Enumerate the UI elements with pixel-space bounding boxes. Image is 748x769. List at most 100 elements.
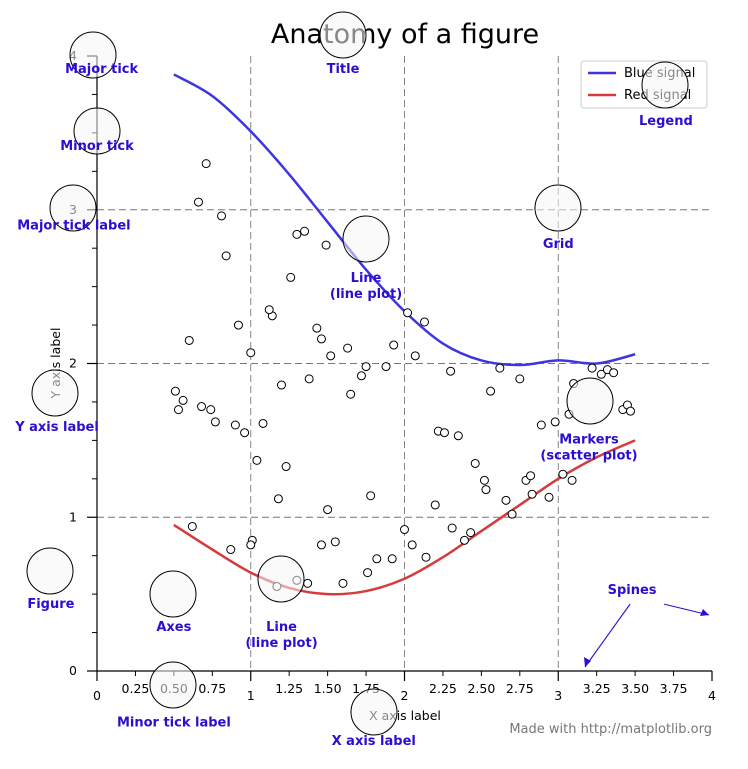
x-major-tick-label: 0 (93, 688, 101, 703)
x-minor-tick-label: 3.25 (583, 681, 611, 696)
scatter-point (421, 552, 431, 562)
annotation-circle (566, 377, 614, 425)
x-minor-tick-label: 2.75 (506, 681, 534, 696)
scatter-point (567, 475, 577, 485)
scatter-point (550, 417, 560, 427)
annotation-circle (534, 184, 582, 232)
annotation-circle (319, 11, 367, 59)
scatter-point (304, 374, 314, 384)
scatter-point (403, 308, 413, 318)
scatter-point (459, 535, 469, 545)
scatter-markers (170, 159, 636, 591)
scatter-point (346, 389, 356, 399)
scatter-point (246, 348, 256, 358)
annotation-label: Line (351, 271, 382, 286)
scatter-point (258, 418, 268, 428)
x-minor-tick-label: 0.25 (122, 681, 150, 696)
scatter-point (526, 471, 536, 481)
x-minor-tick-label: 2.50 (467, 681, 495, 696)
scatter-point (312, 323, 322, 333)
scatter-point (453, 431, 463, 441)
annotation-label: (scatter plot) (540, 448, 637, 463)
scatter-point (366, 491, 376, 501)
annotation-label: Major tick (65, 62, 138, 77)
annotation-label: Legend (639, 114, 693, 129)
annotation-label: Line (266, 620, 297, 635)
scatter-point (316, 334, 326, 344)
scatter-point (226, 545, 236, 555)
scatter-point (558, 469, 568, 479)
y-major-tick-label: 0 (69, 663, 77, 678)
scatter-point (300, 226, 310, 236)
annotation-circle (257, 555, 305, 603)
annotation-label: Minor tick (60, 139, 134, 154)
annotation-circle (31, 369, 79, 417)
scatter-point (419, 317, 429, 327)
scatter-point (343, 343, 353, 353)
scatter-point (240, 428, 250, 438)
scatter-point (479, 475, 489, 485)
annotation-label: Y axis label (14, 420, 99, 435)
scatter-point (233, 320, 243, 330)
scatter-point (286, 272, 296, 282)
scatter-point (439, 428, 449, 438)
scatter-point (292, 229, 302, 239)
y-major-tick-label: 2 (69, 356, 77, 371)
scatter-point (536, 420, 546, 430)
annotation-label: (line plot) (245, 636, 317, 651)
scatter-point (170, 386, 180, 396)
red-signal-line (173, 439, 636, 596)
annotation-label: Major tick label (17, 219, 130, 234)
scatter-point (187, 521, 197, 531)
annotation-label: Axes (156, 620, 191, 635)
scatter-point (626, 406, 636, 416)
spines-arrow-bottom (584, 603, 631, 668)
x-minor-tick-label: 1.50 (314, 681, 342, 696)
annotation-circle (26, 547, 74, 595)
annotation-label: Figure (27, 597, 74, 612)
annotation-label: X axis label (332, 734, 416, 749)
scatter-point (246, 540, 256, 550)
scatter-point (515, 374, 525, 384)
scatter-point (197, 402, 207, 412)
scatter-point (527, 489, 537, 499)
spines-arrowhead-right (700, 609, 709, 616)
x-minor-tick-label: 0.75 (198, 681, 226, 696)
annotation-circle (73, 107, 121, 155)
scatter-point (400, 525, 409, 535)
x-major-tick-label: 2 (401, 688, 409, 703)
scatter-point (501, 495, 511, 505)
scatter-point (221, 251, 231, 261)
scatter-point (230, 420, 240, 430)
annotation-circle (49, 184, 97, 232)
scatter-point (466, 528, 476, 538)
scatter-point (361, 362, 371, 372)
scatter-point (507, 509, 517, 519)
scatter-point (264, 305, 274, 315)
annotation-circle (350, 688, 398, 736)
annotation-label: (line plot) (330, 287, 402, 302)
annotation-circle (149, 661, 197, 709)
scatter-point (273, 494, 283, 504)
scatter-point (206, 405, 216, 415)
scatter-point (407, 540, 417, 550)
credit-text: Made with http://matplotlib.org (509, 722, 712, 737)
scatter-point (446, 366, 456, 376)
annotation-circle (641, 61, 689, 109)
axis-ticks: 012340.250.500.751.251.501.752.252.502.7… (69, 48, 716, 703)
y-major-tick-label: 1 (69, 509, 77, 524)
scatter-point (486, 386, 496, 396)
scatter-point (372, 554, 382, 564)
scatter-point (495, 363, 505, 373)
scatter-point (410, 351, 420, 361)
scatter-point (596, 369, 606, 379)
annotation-label: Markers (559, 432, 619, 447)
grid (97, 56, 712, 671)
scatter-point (470, 458, 480, 468)
scatter-point (389, 340, 399, 350)
x-minor-tick-label: 3.50 (621, 681, 649, 696)
scatter-point (178, 395, 188, 405)
scatter-point (481, 485, 491, 495)
